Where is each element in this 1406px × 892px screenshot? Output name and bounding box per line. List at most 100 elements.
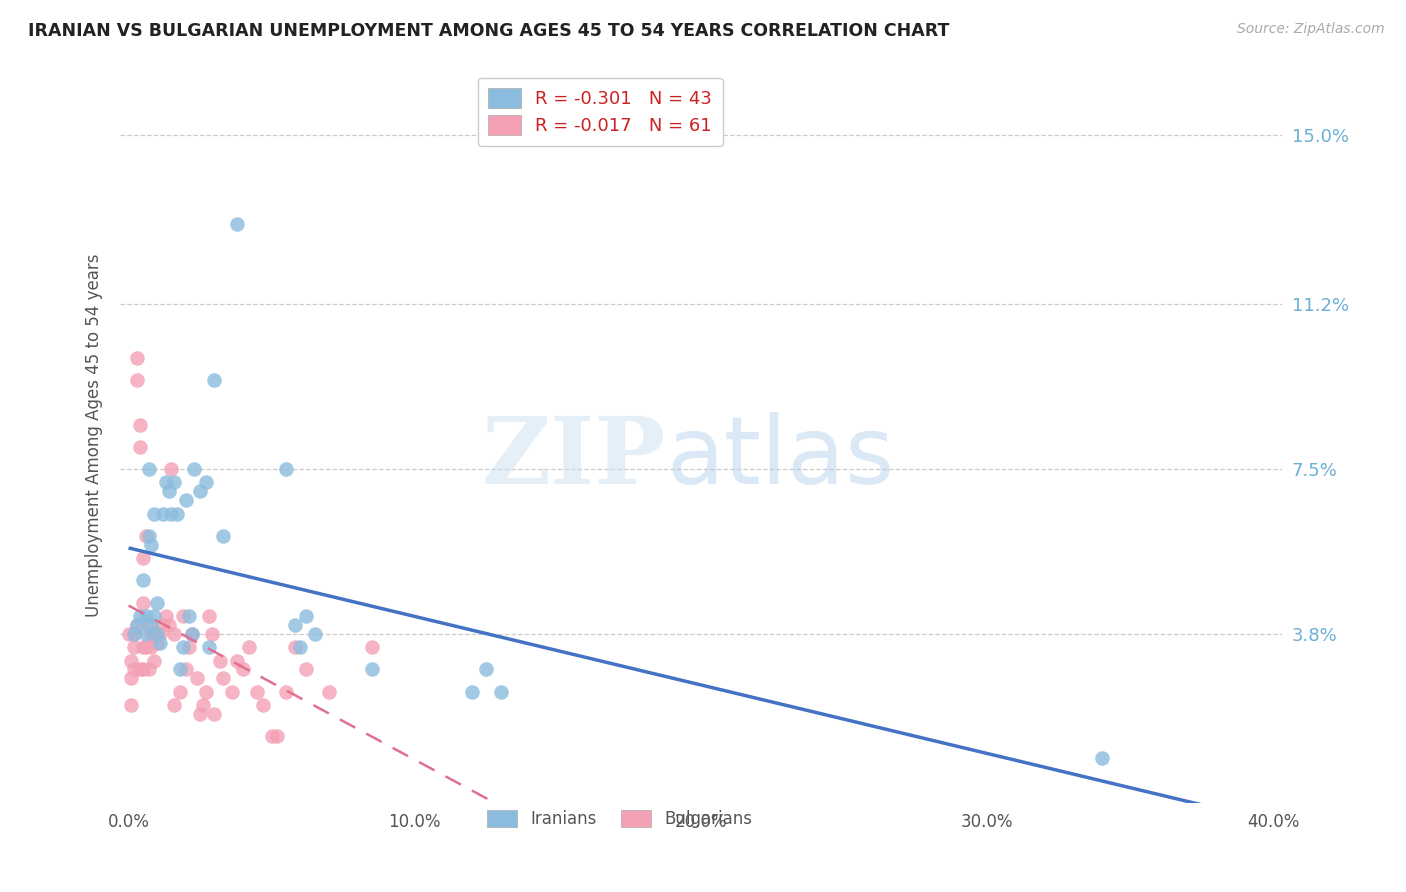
Point [274, 462, 297, 476]
Point [180, 627, 202, 641]
Point [135, 609, 157, 624]
Point [304, 627, 326, 641]
Point [226, 217, 249, 231]
Point [318, 684, 340, 698]
Point [160, 507, 183, 521]
Point [177, 609, 200, 624]
Point [238, 640, 260, 655]
Point [138, 462, 160, 476]
Point [204, 373, 226, 387]
Point [129, 662, 152, 676]
Point [274, 684, 297, 698]
Point [124, 640, 146, 655]
Point [283, 640, 305, 655]
Point [120, 671, 142, 685]
Point [155, 475, 177, 490]
Point [232, 662, 254, 676]
Point [146, 636, 169, 650]
Point [283, 618, 305, 632]
Point [143, 609, 166, 624]
Point [124, 662, 146, 676]
Point [186, 671, 208, 685]
Point [169, 662, 191, 676]
Point [163, 698, 186, 712]
Point [209, 653, 232, 667]
Point [138, 618, 160, 632]
Point [149, 636, 172, 650]
Point [212, 529, 235, 543]
Point [212, 671, 235, 685]
Point [1091, 751, 1114, 765]
Point [143, 507, 166, 521]
Y-axis label: Unemployment Among Ages 45 to 54 years: Unemployment Among Ages 45 to 54 years [86, 254, 103, 617]
Point [143, 627, 166, 641]
Point [163, 627, 186, 641]
Point [129, 440, 152, 454]
Point [157, 484, 180, 499]
Point [127, 351, 149, 365]
Point [461, 684, 484, 698]
Text: Source: ZipAtlas.com: Source: ZipAtlas.com [1237, 22, 1385, 37]
Point [252, 698, 274, 712]
Point [290, 640, 312, 655]
Point [152, 507, 174, 521]
Point [295, 609, 318, 624]
Point [135, 529, 157, 543]
Point [163, 475, 186, 490]
Point [135, 627, 157, 641]
Point [221, 684, 243, 698]
Point [172, 640, 194, 655]
Text: IRANIAN VS BULGARIAN UNEMPLOYMENT AMONG AGES 45 TO 54 YEARS CORRELATION CHART: IRANIAN VS BULGARIAN UNEMPLOYMENT AMONG … [28, 22, 949, 40]
Point [197, 609, 219, 624]
Text: ZIP: ZIP [482, 413, 666, 503]
Point [127, 373, 149, 387]
Point [127, 618, 149, 632]
Point [152, 618, 174, 632]
Legend: Iranians, Bulgarians: Iranians, Bulgarians [479, 804, 759, 835]
Point [360, 662, 382, 676]
Point [138, 662, 160, 676]
Point [157, 618, 180, 632]
Point [204, 706, 226, 721]
Point [489, 684, 512, 698]
Point [169, 684, 191, 698]
Point [180, 627, 202, 641]
Point [295, 662, 318, 676]
Point [183, 462, 205, 476]
Point [124, 627, 146, 641]
Point [160, 462, 183, 476]
Point [166, 507, 188, 521]
Point [174, 662, 197, 676]
Point [155, 609, 177, 624]
Point [200, 627, 222, 641]
Point [146, 627, 169, 641]
Point [149, 627, 172, 641]
Point [132, 551, 155, 566]
Point [194, 684, 217, 698]
Point [174, 493, 197, 508]
Point [117, 627, 139, 641]
Point [194, 475, 217, 490]
Point [360, 640, 382, 655]
Point [172, 609, 194, 624]
Point [246, 684, 269, 698]
Point [127, 618, 149, 632]
Point [120, 653, 142, 667]
Point [146, 627, 169, 641]
Point [475, 662, 498, 676]
Point [141, 538, 163, 552]
Point [177, 640, 200, 655]
Point [141, 640, 163, 655]
Point [132, 596, 155, 610]
Point [266, 729, 288, 743]
Point [141, 618, 163, 632]
Point [120, 698, 142, 712]
Point [124, 627, 146, 641]
Point [260, 729, 283, 743]
Point [129, 417, 152, 432]
Point [188, 706, 211, 721]
Point [132, 640, 155, 655]
Point [146, 596, 169, 610]
Point [129, 609, 152, 624]
Point [138, 529, 160, 543]
